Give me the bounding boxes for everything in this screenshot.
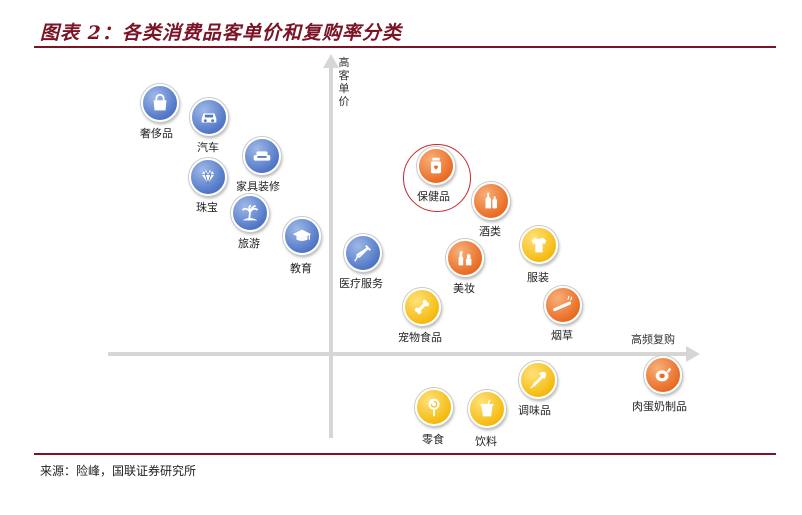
cigarette-icon xyxy=(544,286,582,324)
y-axis-arrow xyxy=(323,54,339,68)
ham-icon xyxy=(644,356,682,394)
bottles-icon xyxy=(472,182,510,220)
category-label: 教育 xyxy=(290,262,312,275)
palm-tree-icon xyxy=(231,194,269,232)
syringe-icon xyxy=(344,234,382,272)
category-label: 肉蛋奶制品 xyxy=(632,400,687,413)
cosmetics-icon xyxy=(446,239,484,277)
shirt-icon xyxy=(520,226,558,264)
category-label: 家具装修 xyxy=(236,180,280,193)
seasoning-icon xyxy=(519,361,557,399)
category-label: 美妆 xyxy=(453,282,475,295)
bone-icon xyxy=(403,288,441,326)
diamond-icon xyxy=(189,158,227,196)
category-label: 服装 xyxy=(527,271,549,284)
drink-cup-icon xyxy=(468,390,506,428)
category-label: 旅游 xyxy=(238,237,260,250)
source-note: 来源：险峰，国联证券研究所 xyxy=(40,464,197,478)
highlight-circle xyxy=(403,144,471,212)
x-axis xyxy=(108,352,688,356)
graduation-cap-icon xyxy=(283,217,321,255)
category-label: 调味品 xyxy=(518,404,551,417)
category-label: 医疗服务 xyxy=(339,277,383,290)
y-axis xyxy=(329,66,333,438)
category-label: 烟草 xyxy=(551,329,573,342)
pill-bottle-icon xyxy=(417,147,455,185)
sofa-icon xyxy=(243,137,281,175)
category-label: 汽车 xyxy=(197,141,219,154)
top-divider xyxy=(34,46,776,48)
x-axis-label: 高频复购 xyxy=(631,333,675,346)
category-label: 宠物食品 xyxy=(398,331,442,344)
bottom-divider xyxy=(34,453,776,455)
category-label: 奢侈品 xyxy=(140,127,173,140)
category-label: 饮料 xyxy=(475,435,497,448)
category-label: 保健品 xyxy=(417,190,450,203)
y-axis-label: 高客单价 xyxy=(338,56,350,108)
figure-title: 图表 2：各类消费品客单价和复购率分类 xyxy=(40,22,402,44)
handbag-icon xyxy=(141,84,179,122)
car-icon xyxy=(190,98,228,136)
category-label: 零食 xyxy=(422,433,444,446)
x-axis-arrow xyxy=(686,346,700,362)
lollipop-icon xyxy=(415,388,453,426)
category-label: 酒类 xyxy=(479,225,501,238)
category-label: 珠宝 xyxy=(196,201,218,214)
